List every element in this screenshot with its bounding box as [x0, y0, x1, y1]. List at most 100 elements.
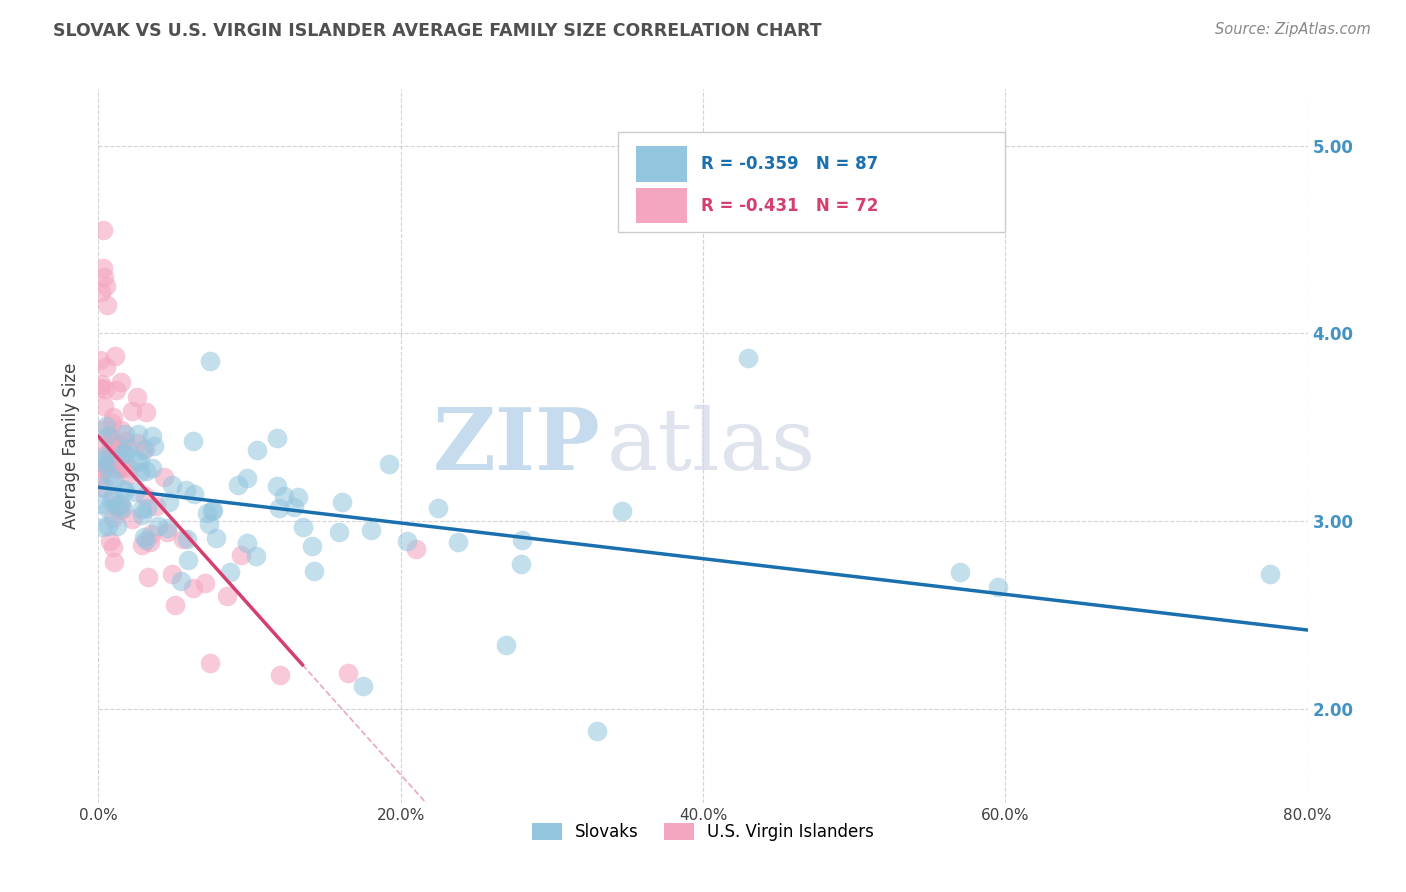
Point	[110, 375, 132, 389]
Point	[105, 500, 128, 514]
Point	[336, 666, 359, 681]
Point	[142, 439, 165, 453]
Point	[135, 404, 157, 418]
Point	[135, 464, 157, 478]
Point	[96, 458, 118, 473]
Point	[269, 668, 291, 682]
Point	[104, 383, 127, 397]
Point	[198, 354, 221, 368]
Point	[124, 485, 146, 500]
Point	[131, 508, 153, 522]
Point	[267, 501, 290, 516]
Point	[108, 502, 131, 516]
Point	[98, 467, 121, 482]
Point	[160, 566, 183, 581]
Point	[91, 520, 114, 534]
Text: ZIP: ZIP	[433, 404, 600, 488]
Point	[103, 410, 125, 425]
Point	[510, 533, 533, 547]
Point	[94, 360, 117, 375]
Point	[173, 532, 195, 546]
Point	[737, 351, 759, 365]
Point	[132, 442, 155, 457]
Point	[1258, 566, 1281, 581]
Point	[91, 462, 114, 476]
Point	[90, 468, 112, 483]
Point	[229, 548, 252, 562]
Point	[141, 429, 163, 443]
Point	[245, 442, 267, 457]
Point	[93, 437, 115, 451]
Point	[153, 470, 176, 484]
Point	[114, 447, 136, 461]
Point	[89, 352, 111, 367]
Point	[301, 539, 323, 553]
Point	[121, 512, 143, 526]
Point	[100, 434, 122, 449]
Point	[108, 443, 131, 458]
Point	[426, 500, 449, 515]
Point	[91, 260, 114, 275]
Point	[107, 456, 129, 470]
Point	[89, 382, 111, 396]
Point	[218, 565, 240, 579]
Point	[245, 549, 267, 564]
Point	[181, 581, 204, 595]
FancyBboxPatch shape	[637, 187, 688, 223]
Point	[139, 527, 162, 541]
Point	[108, 497, 131, 511]
Point	[105, 519, 128, 533]
Point	[273, 489, 295, 503]
Point	[101, 416, 124, 430]
Point	[156, 524, 179, 539]
Point	[125, 435, 148, 450]
Point	[135, 533, 157, 548]
Point	[134, 442, 156, 456]
Point	[156, 521, 179, 535]
Point	[98, 429, 121, 443]
Point	[100, 436, 122, 450]
Point	[100, 449, 122, 463]
Point	[195, 506, 218, 520]
Point	[114, 434, 136, 448]
Point	[98, 534, 121, 549]
Point	[90, 285, 112, 299]
Point	[330, 495, 353, 509]
Point	[90, 497, 112, 511]
Point	[266, 479, 288, 493]
Point	[108, 438, 131, 452]
Point	[145, 499, 167, 513]
Legend: Slovaks, U.S. Virgin Islanders: Slovaks, U.S. Virgin Islanders	[526, 816, 880, 848]
Point	[101, 510, 124, 524]
Point	[111, 446, 134, 460]
Text: Source: ZipAtlas.com: Source: ZipAtlas.com	[1215, 22, 1371, 37]
Point	[612, 504, 634, 518]
Point	[139, 534, 162, 549]
Point	[129, 465, 152, 479]
Point	[93, 453, 115, 467]
Text: SLOVAK VS U.S. VIRGIN ISLANDER AVERAGE FAMILY SIZE CORRELATION CHART: SLOVAK VS U.S. VIRGIN ISLANDER AVERAGE F…	[53, 22, 823, 40]
Point	[125, 453, 148, 467]
Point	[91, 223, 114, 237]
Point	[304, 565, 326, 579]
Point	[405, 542, 427, 557]
Point	[112, 501, 135, 516]
Point	[586, 724, 609, 739]
Point	[94, 279, 117, 293]
Point	[93, 463, 115, 477]
Point	[226, 478, 249, 492]
Point	[100, 454, 122, 468]
Point	[131, 501, 153, 516]
Point	[110, 498, 132, 512]
Point	[94, 382, 117, 396]
Point	[266, 431, 288, 445]
Point	[117, 468, 139, 483]
Point	[96, 298, 118, 312]
Point	[197, 517, 219, 532]
Point	[96, 428, 118, 442]
Point	[215, 589, 238, 603]
Point	[129, 454, 152, 468]
Point	[157, 495, 180, 509]
Point	[132, 530, 155, 544]
Point	[163, 598, 186, 612]
